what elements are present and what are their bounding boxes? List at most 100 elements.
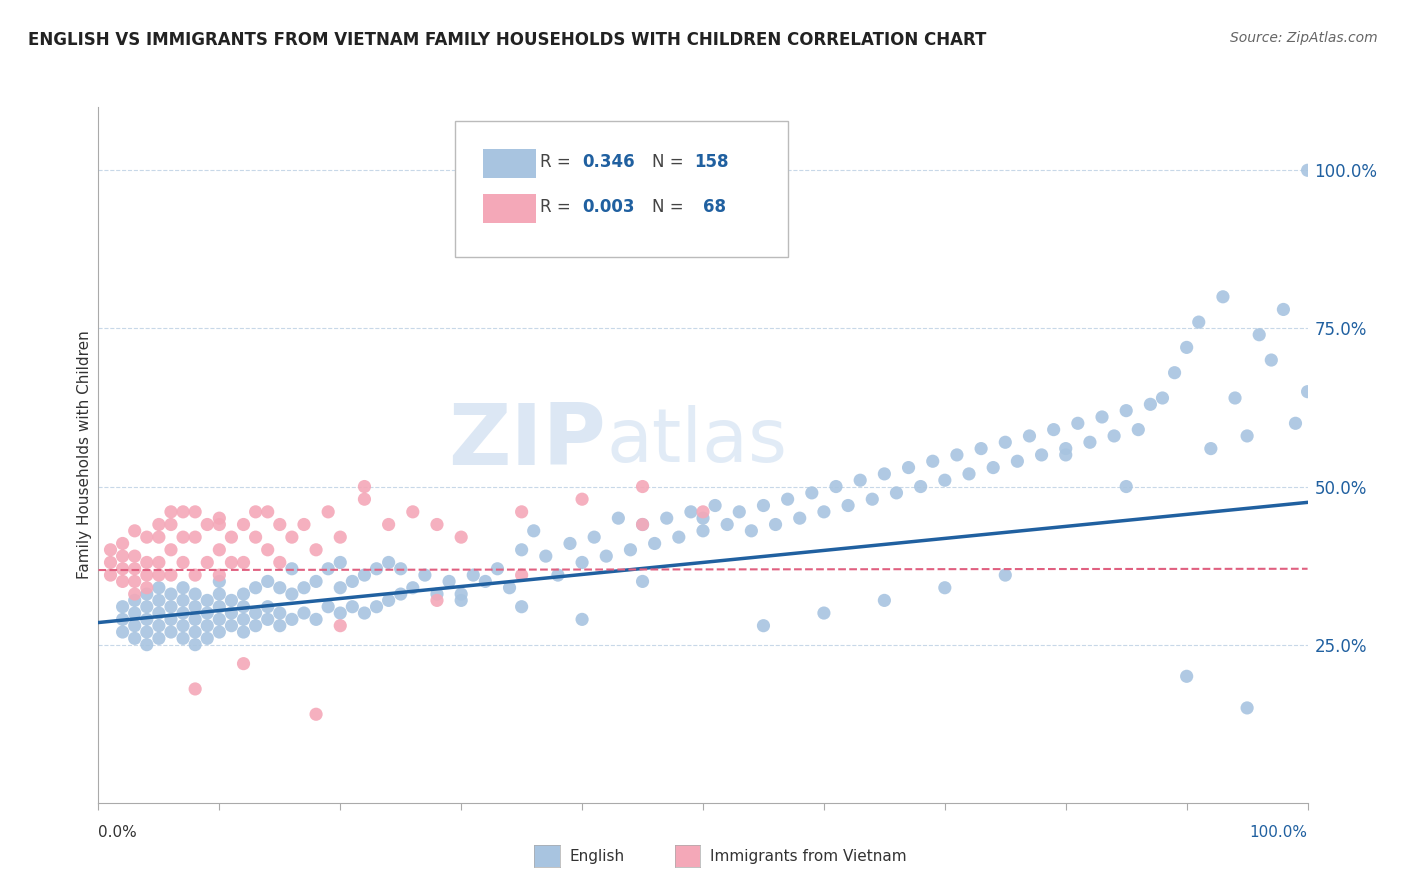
Point	[160, 542, 183, 557]
Point	[316, 505, 339, 519]
Point	[631, 517, 654, 532]
Point	[329, 530, 352, 544]
Point	[571, 556, 593, 570]
Point	[329, 618, 352, 632]
Text: R =: R =	[540, 153, 576, 171]
Point	[256, 542, 278, 557]
Point	[1284, 417, 1306, 431]
Point	[426, 593, 449, 607]
Point	[486, 562, 509, 576]
Point	[172, 505, 194, 519]
Point	[195, 632, 218, 646]
Point	[957, 467, 980, 481]
Point	[160, 505, 183, 519]
Point	[148, 556, 170, 570]
Point	[245, 581, 267, 595]
Point	[981, 460, 1004, 475]
Point	[595, 549, 617, 563]
Point	[111, 574, 134, 589]
Point	[292, 581, 315, 595]
Point	[124, 632, 146, 646]
Point	[655, 511, 678, 525]
Point	[704, 499, 727, 513]
Point	[619, 542, 641, 557]
Point	[245, 606, 267, 620]
Point	[148, 618, 170, 632]
Point	[426, 517, 449, 532]
Point	[195, 593, 218, 607]
Point	[1054, 448, 1077, 462]
Point	[232, 556, 254, 570]
Point	[184, 638, 207, 652]
Point	[1236, 429, 1258, 443]
Point	[1018, 429, 1040, 443]
Point	[1091, 409, 1114, 424]
Point	[160, 612, 183, 626]
FancyBboxPatch shape	[456, 121, 787, 257]
Point	[1199, 442, 1222, 456]
Point	[305, 612, 328, 626]
Point	[232, 587, 254, 601]
Point	[534, 549, 557, 563]
Point	[631, 574, 654, 589]
Point	[1102, 429, 1125, 443]
Text: Immigrants from Vietnam: Immigrants from Vietnam	[710, 849, 907, 863]
Text: 0.0%: 0.0%	[98, 825, 138, 840]
Point	[1236, 701, 1258, 715]
Text: Source: ZipAtlas.com: Source: ZipAtlas.com	[1230, 31, 1378, 45]
Point	[716, 517, 738, 532]
Point	[1188, 315, 1211, 329]
Point	[1163, 366, 1185, 380]
Point	[305, 574, 328, 589]
Point	[195, 618, 218, 632]
Point	[921, 454, 943, 468]
Point	[692, 511, 714, 525]
Point	[1272, 302, 1295, 317]
Point	[934, 473, 956, 487]
Point	[342, 599, 364, 614]
Point	[813, 606, 835, 620]
Point	[245, 530, 267, 544]
Point	[208, 625, 231, 640]
Text: atlas: atlas	[606, 404, 787, 477]
Point	[269, 618, 291, 632]
Point	[245, 505, 267, 519]
Point	[172, 618, 194, 632]
Text: 68: 68	[703, 198, 725, 216]
Point	[111, 562, 134, 576]
Point	[402, 505, 425, 519]
Text: N =: N =	[652, 153, 689, 171]
Point	[353, 606, 375, 620]
Point	[195, 556, 218, 570]
Point	[450, 593, 472, 607]
Point	[571, 492, 593, 507]
Point	[111, 536, 134, 550]
Text: English: English	[569, 849, 624, 863]
Point	[100, 542, 122, 557]
Point	[135, 612, 157, 626]
Point	[389, 562, 412, 576]
Text: 158: 158	[695, 153, 730, 171]
Point	[245, 618, 267, 632]
Point	[366, 599, 388, 614]
Point	[571, 612, 593, 626]
Point	[124, 618, 146, 632]
Text: 0.003: 0.003	[582, 198, 634, 216]
Point	[752, 499, 775, 513]
Point	[510, 505, 533, 519]
Point	[281, 587, 304, 601]
Point	[305, 707, 328, 722]
Point	[195, 606, 218, 620]
Point	[135, 530, 157, 544]
Point	[100, 568, 122, 582]
Point	[148, 568, 170, 582]
Point	[353, 492, 375, 507]
Point	[353, 568, 375, 582]
Point	[148, 581, 170, 595]
Point	[184, 681, 207, 696]
Point	[269, 556, 291, 570]
Point	[897, 460, 920, 475]
Point	[195, 517, 218, 532]
Point	[450, 587, 472, 601]
Point	[124, 562, 146, 576]
